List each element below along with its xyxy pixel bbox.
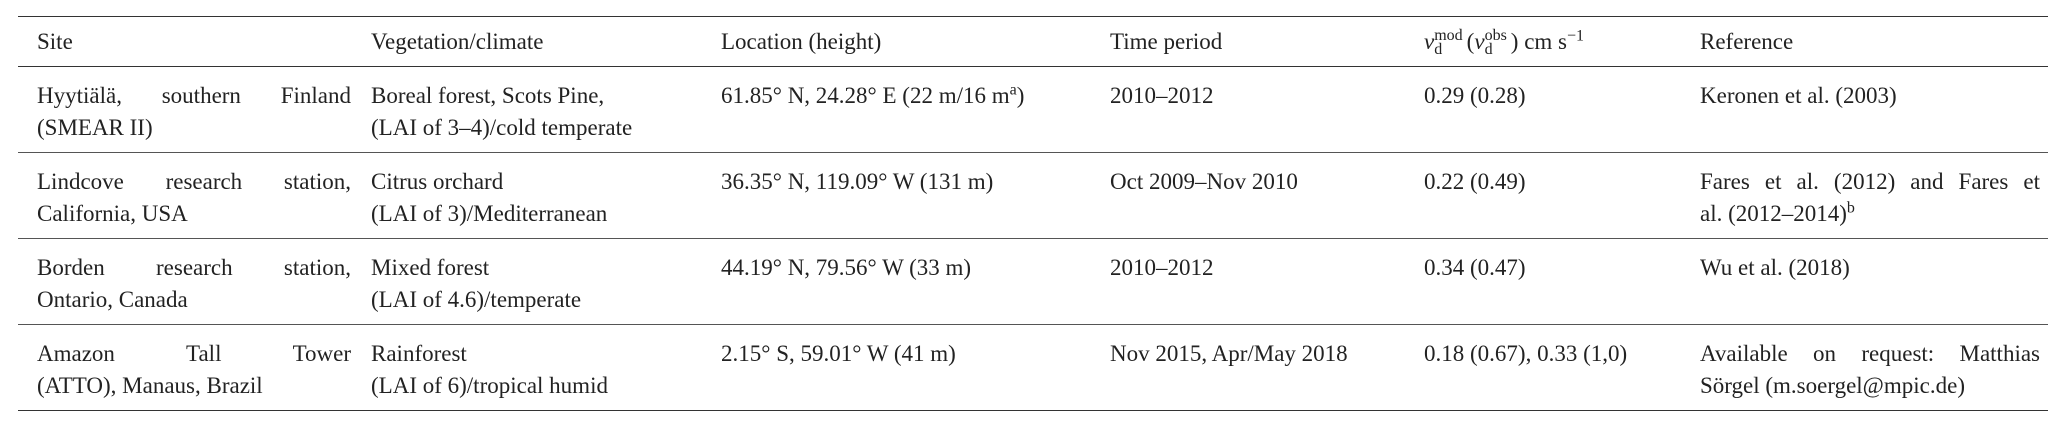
table-cell: Boreal forest, Scots Pine, (LAI of 3–4)/c… — [371, 80, 721, 144]
table-cell: Nov 2015, Apr/May 2018 — [1110, 338, 1424, 402]
cell-line: Site — [37, 28, 73, 54]
table-cell: Lindcove research station, California, US… — [37, 166, 351, 230]
table-cell: Oct 2009–Nov 2010 — [1110, 166, 1424, 230]
cell-line: Lindcove research station, — [37, 169, 351, 194]
cell-line: Boreal forest, Scots Pine, — [371, 83, 605, 108]
header-cell: Time period — [1110, 26, 1424, 58]
table-row: Lindcove research station, California, US… — [18, 153, 2048, 239]
header-cell: Site — [37, 26, 351, 58]
cell-line: (LAI of 3)/Mediterranean — [371, 201, 608, 226]
cell-line: Hyytiälä, southern Finland — [37, 83, 351, 108]
table-cell: 2.15° S, 59.01° W (41 m) — [721, 338, 1110, 402]
subscript: d — [1434, 41, 1443, 59]
cell-line: 0.18 (0.67), 0.33 (1,0) — [1424, 341, 1628, 366]
text: al. (2012–2014) — [1700, 201, 1847, 226]
cell-line: 0.29 (0.28) — [1424, 83, 1526, 108]
table-cell: 0.18 (0.67), 0.33 (1,0) — [1424, 338, 1700, 402]
table-cell: Hyytiälä, southern Finland (SMEAR II) — [37, 80, 351, 144]
cell-line: Available on request: Matthias — [1700, 341, 2040, 366]
cell-line: Wu et al. (2018) — [1700, 255, 1850, 280]
cell-line: 2010–2012 — [1110, 83, 1214, 108]
superscript: a — [1009, 81, 1017, 99]
cell-line: (LAI of 6)/tropical humid — [371, 373, 608, 398]
cell-line: (SMEAR II) — [37, 115, 153, 140]
table-cell: 0.29 (0.28) — [1424, 80, 1700, 144]
cell-line: Mixed forest — [371, 255, 490, 280]
sub-sup: obs d — [1484, 27, 1507, 59]
header-row: Site Vegetation/climate Location (height) T… — [18, 17, 2048, 67]
cell-line: Reference — [1700, 28, 1794, 54]
text: ) cm s — [1510, 28, 1568, 54]
cell-line: (LAI of 4.6)/temperate — [371, 287, 582, 312]
cell-line: 2010–2012 — [1110, 255, 1214, 280]
cell-line: 44.19° N, 79.56° W (33 m) — [721, 255, 972, 280]
cell-line: Oct 2009–Nov 2010 — [1110, 169, 1298, 194]
cell-line: Sörgel (m.soergel@mpic.de) — [1700, 373, 1965, 398]
cell-line: Borden research station, — [37, 255, 351, 280]
cell-line: Fares et al. (2012) and Fares et — [1700, 169, 2040, 194]
table-cell: Keronen et al. (2003) — [1700, 80, 2040, 144]
header-cell: Reference — [1700, 26, 2040, 58]
cell-line: v mod d (v obs d) cm s−1 — [1424, 26, 1585, 59]
table-cell: Citrus orchard (LAI of 3)/Mediterranean — [371, 166, 721, 230]
cell-line: (LAI of 3–4)/cold temperate — [371, 115, 633, 140]
header-cell: v mod d (v obs d) cm s−1 — [1424, 26, 1700, 59]
cell-line: al. (2012–2014)b — [1700, 198, 2040, 230]
table-cell: Mixed forest (LAI of 4.6)/temperate — [371, 252, 721, 316]
cell-line: 2.15° S, 59.01° W (41 m) — [721, 341, 956, 366]
cell-line: Vegetation/climate — [371, 28, 544, 54]
table-cell: Wu et al. (2018) — [1700, 252, 2040, 316]
sub-sup: mod d — [1434, 27, 1463, 59]
cell-line: (ATTO), Manaus, Brazil — [37, 373, 263, 398]
table-cell: Amazon Tall Tower (ATTO), Manaus, Brazil — [37, 338, 351, 402]
cell-line: Rainforest — [371, 341, 467, 366]
table-row: Borden research station, Ontario, Canada M… — [18, 239, 2048, 325]
cell-line: Keronen et al. (2003) — [1700, 83, 1897, 108]
symbol: v — [1424, 28, 1435, 54]
cell-line: 36.35° N, 119.09° W (131 m) — [721, 169, 994, 194]
cell-line: 0.22 (0.49) — [1424, 169, 1526, 194]
table-cell: 2010–2012 — [1110, 252, 1424, 316]
text: 61.85° N, 24.28° E (22 m/16 m — [721, 83, 1010, 108]
cell-line: 0.34 (0.47) — [1424, 255, 1526, 280]
table-cell: 36.35° N, 119.09° W (131 m) — [721, 166, 1110, 230]
table-cell: 2010–2012 — [1110, 80, 1424, 144]
table-cell: Rainforest (LAI of 6)/tropical humid — [371, 338, 721, 402]
cell-line: Amazon Tall Tower — [37, 341, 351, 366]
table-cell: 61.85° N, 24.28° E (22 m/16 ma) — [721, 80, 1110, 144]
symbol: v — [1474, 28, 1485, 54]
cell-line: Ontario, Canada — [37, 287, 188, 312]
superscript: obs — [1484, 27, 1507, 45]
table: Site Vegetation/climate Location (height) T… — [18, 16, 2048, 411]
table-cell: Borden research station, Ontario, Canada — [37, 252, 351, 316]
cell-line: Location (height) — [721, 28, 882, 54]
table-cell: Available on request: Matthias Sörgel (m.… — [1700, 338, 2040, 402]
text: ( — [1466, 28, 1475, 54]
cell-line: Citrus orchard — [371, 169, 504, 194]
superscript: b — [1846, 199, 1855, 217]
table-row: Amazon Tall Tower (ATTO), Manaus, Brazil R… — [18, 325, 2048, 410]
superscript: −1 — [1567, 26, 1585, 44]
table-row: Hyytiälä, southern Finland (SMEAR II) Bore… — [18, 67, 2048, 153]
subscript: d — [1484, 41, 1493, 59]
cell-line: Nov 2015, Apr/May 2018 — [1110, 341, 1348, 366]
cell-line: Time period — [1110, 28, 1223, 54]
cell-line: 61.85° N, 24.28° E (22 m/16 ma) — [721, 80, 1110, 112]
cell-line: California, USA — [37, 201, 188, 226]
text: ) — [1016, 83, 1025, 108]
header-cell: Vegetation/climate — [371, 26, 721, 58]
superscript: mod — [1434, 27, 1463, 45]
table-cell: Fares et al. (2012) and Fares et al. (201… — [1700, 166, 2040, 230]
table-cell: 0.22 (0.49) — [1424, 166, 1700, 230]
table-cell: 44.19° N, 79.56° W (33 m) — [721, 252, 1110, 316]
header-cell: Location (height) — [721, 26, 1110, 58]
table-cell: 0.34 (0.47) — [1424, 252, 1700, 316]
